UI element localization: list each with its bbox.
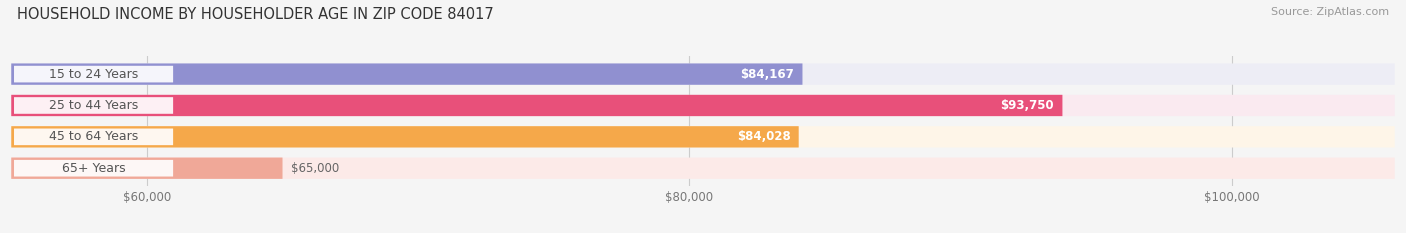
FancyBboxPatch shape <box>11 63 803 85</box>
FancyBboxPatch shape <box>14 129 173 145</box>
FancyBboxPatch shape <box>11 63 1395 85</box>
Text: Source: ZipAtlas.com: Source: ZipAtlas.com <box>1271 7 1389 17</box>
Text: $84,028: $84,028 <box>737 130 790 143</box>
FancyBboxPatch shape <box>11 95 1395 116</box>
FancyBboxPatch shape <box>11 158 283 179</box>
Text: 15 to 24 Years: 15 to 24 Years <box>49 68 138 81</box>
Text: 25 to 44 Years: 25 to 44 Years <box>49 99 138 112</box>
FancyBboxPatch shape <box>11 126 1395 147</box>
FancyBboxPatch shape <box>11 126 799 147</box>
FancyBboxPatch shape <box>14 66 173 82</box>
FancyBboxPatch shape <box>14 160 173 177</box>
Text: 65+ Years: 65+ Years <box>62 162 125 175</box>
Text: HOUSEHOLD INCOME BY HOUSEHOLDER AGE IN ZIP CODE 84017: HOUSEHOLD INCOME BY HOUSEHOLDER AGE IN Z… <box>17 7 494 22</box>
Text: 45 to 64 Years: 45 to 64 Years <box>49 130 138 143</box>
FancyBboxPatch shape <box>14 97 173 114</box>
Text: $93,750: $93,750 <box>1001 99 1054 112</box>
Text: $65,000: $65,000 <box>291 162 339 175</box>
FancyBboxPatch shape <box>11 95 1063 116</box>
Text: $84,167: $84,167 <box>741 68 794 81</box>
FancyBboxPatch shape <box>11 158 1395 179</box>
